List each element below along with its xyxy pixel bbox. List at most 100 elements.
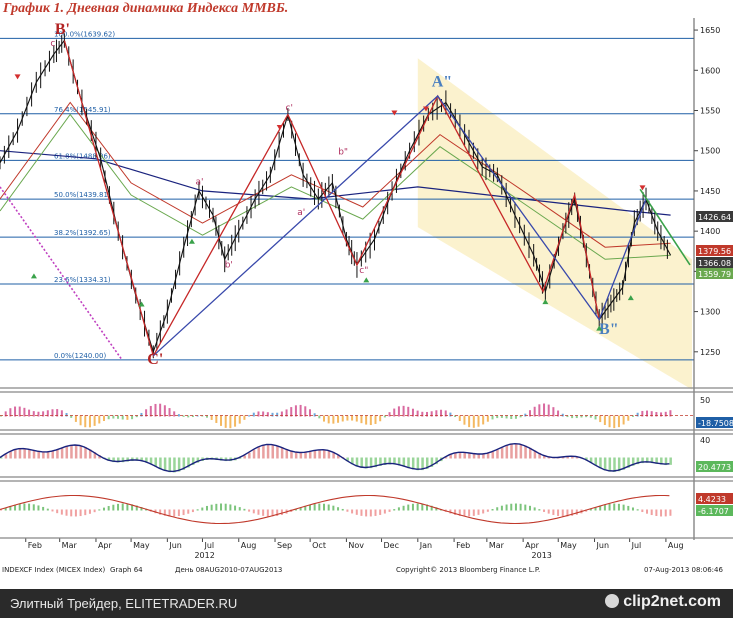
osc3-bar <box>454 509 457 515</box>
osc3-bar <box>660 509 663 517</box>
osc3-bar <box>84 509 87 516</box>
buy-signal-marker <box>188 238 195 244</box>
osc3-bar <box>650 509 653 516</box>
osc2-area-bar <box>613 457 616 473</box>
osc1-bar <box>271 412 274 417</box>
osc3-bar <box>93 509 96 513</box>
osc1-bar <box>28 409 31 417</box>
osc1-bar <box>313 413 316 417</box>
last-value-tag <box>696 257 733 268</box>
osc1-bar <box>580 415 583 418</box>
osc3-bar <box>486 509 489 512</box>
osc2-area-bar <box>84 447 87 459</box>
x-tick-label: Nov <box>348 541 364 550</box>
osc2-area-bar <box>505 445 509 459</box>
osc2-area-bar <box>299 452 303 459</box>
osc1-bar <box>500 415 503 418</box>
osc3-bar <box>617 503 620 511</box>
osc3-bar <box>140 507 143 511</box>
osc1-bar <box>102 415 105 422</box>
ma-long-line <box>0 150 671 216</box>
osc2-area-bar <box>182 457 186 470</box>
osc3-bar <box>163 509 166 516</box>
osc1-bar <box>505 415 508 419</box>
osc1-bar <box>323 415 326 422</box>
osc2-area-bar <box>257 447 260 459</box>
osc2-area-bar <box>369 457 373 469</box>
osc3-bar <box>229 504 232 511</box>
osc1-bar <box>519 415 522 418</box>
osc1-bar <box>140 412 143 417</box>
osc1-bar <box>627 415 630 421</box>
osc3-bar <box>74 509 77 517</box>
osc3-bar <box>102 507 105 511</box>
osc2-area-bar <box>224 457 228 462</box>
wave-label: B' <box>55 21 70 38</box>
osc1-bar <box>205 415 208 418</box>
osc3-bar <box>337 507 340 511</box>
osc1-bar <box>425 411 428 417</box>
osc2-area-bar <box>496 449 499 459</box>
osc3-bar <box>383 509 386 514</box>
year-label: 2012 <box>194 551 214 560</box>
y-tick-label: 1650 <box>700 26 720 35</box>
sell-signal-marker <box>276 125 283 130</box>
x-tick-label: May <box>133 541 150 550</box>
chart-title: График 1. Дневная динамика Индекса ММВБ. <box>3 1 289 16</box>
osc1-bar <box>9 408 12 417</box>
osc2-area-bar <box>636 457 640 465</box>
osc3-bar <box>641 509 644 513</box>
osc3-bar <box>655 509 658 516</box>
osc3-bar <box>135 505 138 511</box>
buy-signal-marker <box>596 325 603 331</box>
graph-label: Graph 64 <box>110 566 143 574</box>
osc3-bar <box>388 509 391 512</box>
osc2-area-bar <box>332 451 335 459</box>
osc2-area-bar <box>566 456 569 459</box>
osc1-bar <box>603 415 606 425</box>
buy-signal-marker <box>363 277 370 283</box>
osc3-bar <box>599 505 602 511</box>
osc2-area-bar <box>177 457 181 472</box>
osc1-bar <box>383 415 386 418</box>
osc3-bar <box>421 503 424 511</box>
osc2-area-bar <box>538 453 541 459</box>
osc3-bar <box>571 509 574 516</box>
osc1-bar <box>257 411 260 417</box>
osc2-area-bar <box>9 451 12 459</box>
osc1-bar <box>252 412 255 417</box>
x-tick-label: Jun <box>596 541 610 550</box>
osc3-bar <box>491 508 494 511</box>
osc3-bar <box>351 509 354 514</box>
osc3-bar <box>243 508 246 511</box>
sell-signal-marker <box>639 185 646 191</box>
osc1-bar <box>664 411 667 417</box>
buy-signal-marker <box>627 295 634 301</box>
osc1-bar <box>4 411 7 417</box>
osc2-area-bar <box>599 457 602 469</box>
x-tick-label: Apr <box>98 541 113 550</box>
channel-fill <box>417 58 692 390</box>
osc1-bar <box>594 415 597 420</box>
osc2-area-bar <box>60 448 64 459</box>
osc2-area-bar <box>93 452 97 459</box>
osc1-bar <box>636 412 639 417</box>
osc1-bar <box>538 404 541 417</box>
osc3-bar <box>9 506 12 511</box>
osc2-area-bar <box>627 457 630 468</box>
osc3-bar <box>323 503 326 511</box>
x-tick-label: Jan <box>419 541 432 550</box>
osc2-area-bar <box>145 457 148 463</box>
osc1-bar <box>229 415 232 429</box>
osc2-area-bar <box>449 454 452 459</box>
osc1-bar <box>524 413 527 417</box>
osc1-bar <box>421 411 424 417</box>
fib-label: 100.0%(1639.62) <box>54 30 115 38</box>
osc2-area-bar <box>374 457 378 468</box>
osc2-area-bar <box>477 454 480 459</box>
osc2-area-bar <box>365 457 368 469</box>
osc2-value-tag <box>696 461 733 472</box>
osc1-bar <box>117 415 120 419</box>
osc3-bar <box>126 503 129 511</box>
wave-label: B" <box>599 321 619 338</box>
